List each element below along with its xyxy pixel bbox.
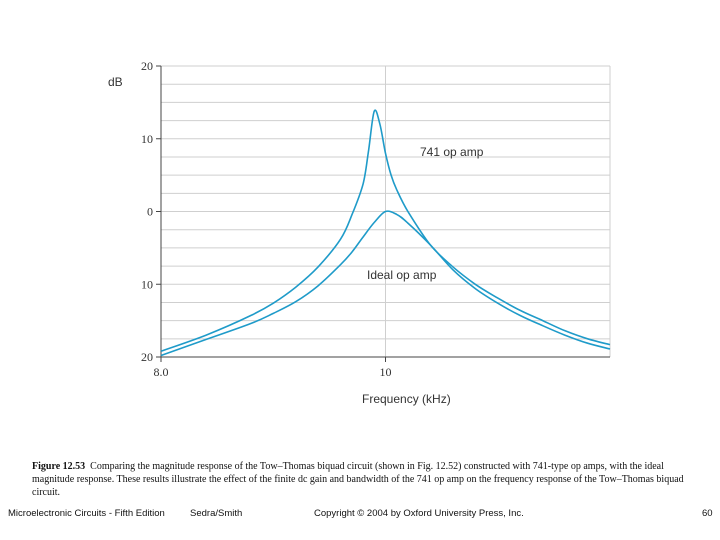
- footer-book-title: Microelectronic Circuits - Fifth Edition: [8, 508, 165, 519]
- annotation-741-op-amp: 741 op amp: [420, 145, 484, 159]
- y-tick-label: 10: [141, 132, 153, 146]
- footer-page-number: 60: [702, 508, 713, 519]
- figure-caption: Figure 12.53 Comparing the magnitude res…: [32, 460, 698, 499]
- x-tick-label: 8.0: [154, 365, 169, 379]
- x-tick-label: 10: [380, 365, 392, 379]
- magnitude-response-chart: 20 10 0 10 20 8.0 10 dB Frequency (kHz) 741 o…: [108, 59, 611, 406]
- series-ideal-op-amp-line: [160, 210, 611, 357]
- series-741-op-amp-line: [160, 109, 611, 352]
- x-axis-label: Frequency (kHz): [362, 392, 451, 406]
- annotation-ideal-op-amp: Ideal op amp: [367, 268, 437, 282]
- y-tick-label: 20: [141, 59, 153, 73]
- caption-text: Comparing the magnitude response of the …: [32, 461, 684, 498]
- footer-copyright: Copyright © 2004 by Oxford University Pr…: [314, 508, 524, 519]
- series-lines: [160, 109, 611, 357]
- y-tick-label: 10: [141, 277, 153, 291]
- y-tick-label: 20: [141, 350, 153, 364]
- axes: [156, 65, 610, 362]
- caption-label: Figure 12.53: [32, 461, 86, 472]
- y-tick-labels: 20 10 0 10 20: [141, 59, 153, 364]
- y-axis-label: dB: [108, 75, 123, 89]
- x-tick-labels: 8.0 10: [154, 365, 392, 379]
- footer-authors: Sedra/Smith: [190, 508, 243, 519]
- y-tick-label: 0: [147, 205, 153, 219]
